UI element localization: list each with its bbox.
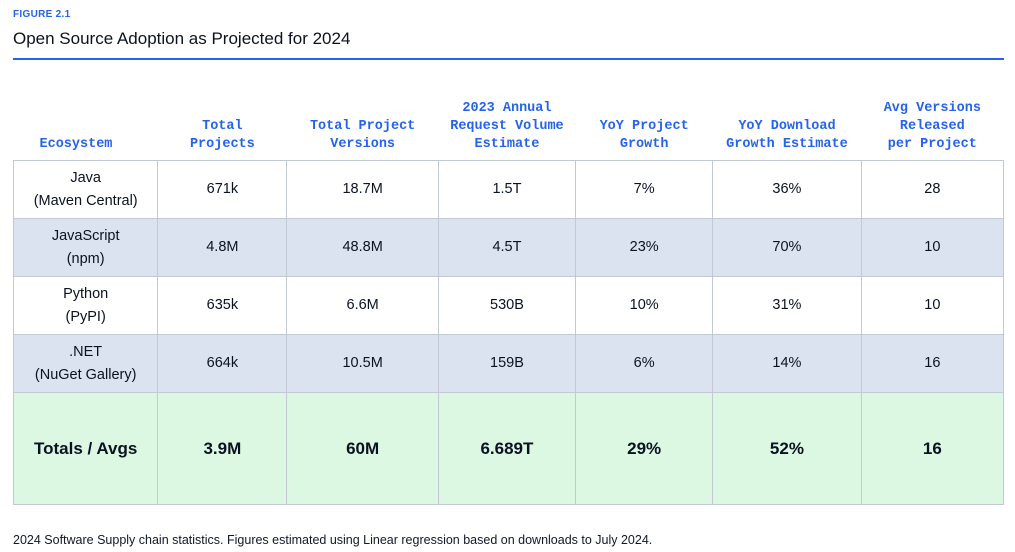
totals-project-growth-cell: 29% [575,392,714,505]
ecosystem-cell: Java (Maven Central) [12,160,159,219]
total-projects-cell: 671k [157,160,288,219]
table-row: Java (Maven Central) 671k 18.7M 1.5T 7% … [12,160,1005,219]
request-volume-cell: 530B [437,276,577,335]
request-volume-cell: 159B [437,334,577,393]
avg-versions-cell: 10 [860,218,1005,277]
totals-download-growth-cell: 52% [712,392,862,505]
table-row: .NET (NuGet Gallery) 664k 10.5M 159B 6% … [12,334,1005,393]
ecosystem-registry: (PyPI) [65,308,106,325]
totals-projects-cell: 3.9M [157,392,288,505]
header-line: Growth [619,137,669,152]
project-growth-cell: 6% [575,334,714,393]
total-versions-cell: 48.8M [286,218,439,277]
ecosystem-cell: JavaScript (npm) [12,218,159,277]
table-row: Python (PyPI) 635k 6.6M 530B 10% 31% 10 [12,276,1005,335]
ecosystem-name: Java [70,169,101,186]
header-line: YoY Project [599,119,689,134]
total-projects-cell: 664k [157,334,288,393]
header-line: Total [202,119,243,134]
header-line: per Project [887,137,977,152]
request-volume-cell: 4.5T [437,218,577,277]
total-versions-cell: 10.5M [286,334,439,393]
header-line: 2023 Annual [462,101,552,116]
title-divider [13,58,1004,60]
ecosystem-registry: (npm) [66,250,105,267]
download-growth-cell: 14% [712,334,862,393]
header-request-volume: 2023 Annual Request Volume Estimate [438,88,575,161]
figure-label: FIGURE 2.1 [13,9,71,20]
download-growth-cell: 36% [712,160,862,219]
header-line: Total Project [309,119,416,134]
header-line: Released [899,119,965,134]
table-row: JavaScript (npm) 4.8M 48.8M 4.5T 23% 70%… [12,218,1005,277]
ecosystem-name: JavaScript [51,227,120,244]
download-growth-cell: 31% [712,276,862,335]
total-versions-cell: 6.6M [286,276,439,335]
project-growth-cell: 7% [575,160,714,219]
adoption-table: Ecosystem Total Projects Total Project V… [12,88,1005,505]
totals-request-volume-cell: 6.689T [437,392,577,505]
ecosystem-name: .NET [69,343,103,360]
ecosystem-registry: (Maven Central) [33,192,138,209]
ecosystem-cell: .NET (NuGet Gallery) [12,334,159,393]
request-volume-cell: 1.5T [437,160,577,219]
avg-versions-cell: 28 [860,160,1005,219]
project-growth-cell: 10% [575,276,714,335]
header-line: Ecosystem [39,137,113,152]
ecosystem-cell: Python (PyPI) [12,276,159,335]
avg-versions-cell: 16 [860,334,1005,393]
ecosystem-registry: (NuGet Gallery) [34,366,137,383]
header-line: Versions [330,137,396,152]
header-total-project-versions: Total Project Versions [287,88,438,161]
figure-title: Open Source Adoption as Projected for 20… [13,29,351,48]
total-versions-cell: 18.7M [286,160,439,219]
download-growth-cell: 70% [712,218,862,277]
total-projects-cell: 4.8M [157,218,288,277]
total-projects-cell: 635k [157,276,288,335]
header-line: Projects [189,137,255,152]
totals-avg-versions-cell: 16 [860,392,1005,505]
totals-versions-cell: 60M [286,392,439,505]
header-line: YoY Download [738,119,836,134]
header-row: Ecosystem Total Projects Total Project V… [14,88,1004,161]
footnote: 2024 Software Supply chain statistics. F… [13,533,653,547]
header-line: Growth Estimate [726,137,848,152]
totals-label-cell: Totals / Avgs [12,392,159,505]
header-yoy-download-growth: YoY Download Growth Estimate [713,88,861,161]
header-ecosystem: Ecosystem [14,88,158,161]
header-line: Avg Versions [883,101,981,116]
header-total-projects: Total Projects [158,88,287,161]
header-yoy-project-growth: YoY Project Growth [576,88,713,161]
totals-row: Totals / Avgs 3.9M 60M 6.689T 29% 52% 16 [12,392,1005,505]
ecosystem-name: Python [63,285,109,302]
header-line: Request Volume [450,119,564,134]
header-line: Estimate [474,137,540,152]
header-avg-versions: Avg Versions Released per Project [861,88,1003,161]
avg-versions-cell: 10 [860,276,1005,335]
project-growth-cell: 23% [575,218,714,277]
